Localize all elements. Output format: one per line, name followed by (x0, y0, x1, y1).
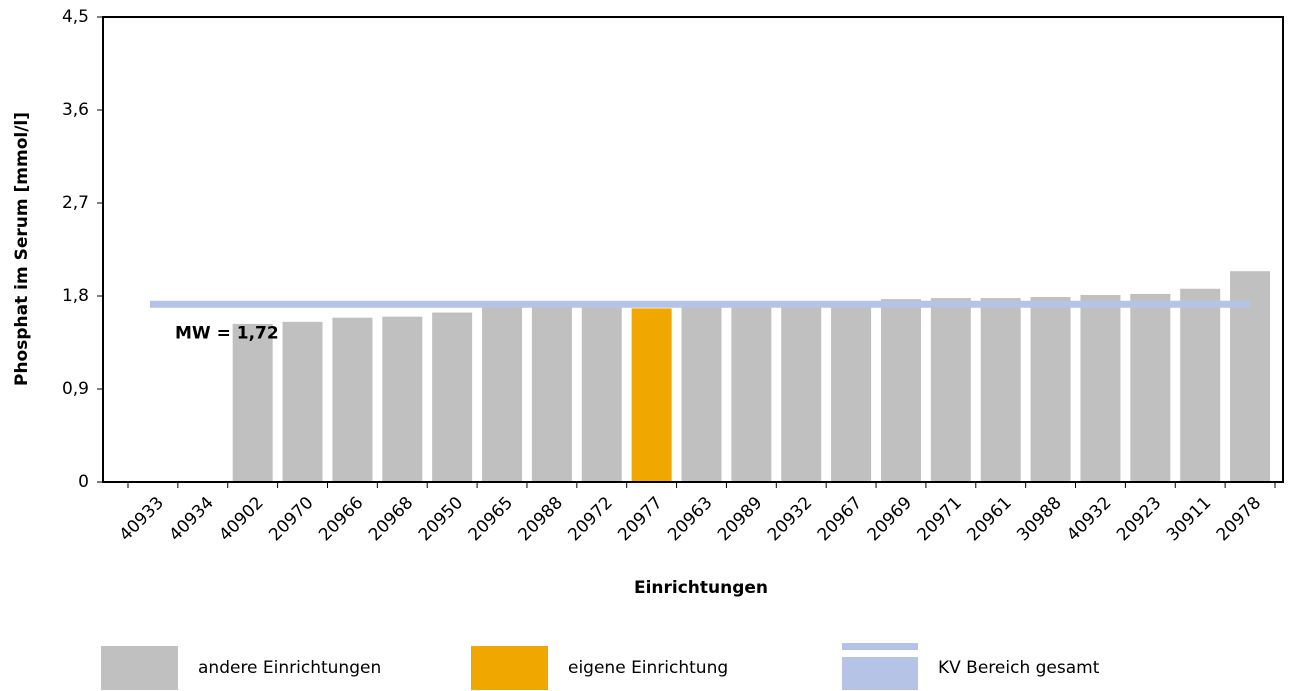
legend-swatch (842, 643, 918, 650)
x-tick-label: 20950 (415, 493, 467, 545)
y-tick-label: 3,6 (62, 100, 89, 120)
x-tick-label: 20965 (465, 493, 517, 545)
x-tick-label: 20963 (664, 493, 716, 545)
y-tick-label: 2,7 (62, 193, 89, 213)
x-tick-label: 40932 (1063, 493, 1115, 545)
bar (581, 306, 622, 482)
x-tick-label: 20966 (315, 493, 367, 545)
x-tick-label: 20961 (963, 493, 1015, 545)
y-tick-label: 4,5 (62, 7, 89, 27)
legend-swatch (471, 646, 548, 690)
bar (681, 306, 722, 482)
bar (531, 306, 572, 482)
mean-label: MW = 1,72 (175, 323, 279, 343)
x-tick-label: 20970 (265, 493, 317, 545)
x-tick-label: 20977 (614, 493, 666, 545)
x-tick-label: 40934 (165, 493, 217, 545)
legend-label: KV Bereich gesamt (938, 658, 1100, 678)
bar (232, 323, 273, 482)
x-tick-label: 30988 (1013, 493, 1065, 545)
x-tick-label: 20969 (864, 493, 916, 545)
plot-frame (102, 16, 1284, 483)
x-tick-label: 20923 (1113, 493, 1165, 545)
x-axis-title: Einrichtungen (634, 578, 768, 598)
x-tick-label: 20967 (814, 493, 866, 545)
bar (781, 305, 822, 482)
bar (282, 321, 323, 482)
bar (432, 312, 473, 482)
x-tick-label: 30911 (1163, 493, 1215, 545)
bar (1180, 288, 1221, 482)
bar (482, 306, 523, 482)
x-tick-label: 20989 (714, 493, 766, 545)
bar (731, 305, 772, 482)
y-tick-label: 1,8 (62, 286, 89, 306)
legend-swatch (842, 657, 918, 690)
bar (631, 308, 672, 482)
x-tick-label: 20932 (764, 493, 816, 545)
bar (880, 299, 921, 482)
x-tick-label: 40933 (116, 493, 168, 545)
legend-swatch (101, 646, 178, 690)
x-tick-label: 40902 (215, 493, 267, 545)
legend-label: eigene Einrichtung (568, 658, 728, 678)
x-tick-label: 20971 (914, 493, 966, 545)
bar (831, 304, 872, 482)
x-tick-label: 20978 (1213, 493, 1265, 545)
bar (980, 298, 1021, 482)
bar (930, 298, 971, 482)
legend-label: andere Einrichtungen (198, 658, 381, 678)
x-tick-label: 20988 (515, 493, 567, 545)
bar (1130, 293, 1171, 482)
x-tick-label: 20968 (365, 493, 417, 545)
bar (1080, 294, 1121, 482)
bar (1030, 297, 1071, 482)
bar (382, 316, 423, 482)
y-tick-label: 0,9 (62, 379, 89, 399)
bar (332, 317, 373, 482)
y-tick-label: 0 (78, 472, 89, 492)
y-axis-title: Phosphat im Serum [mmol/l] (12, 112, 32, 386)
x-tick-label: 20972 (564, 493, 616, 545)
